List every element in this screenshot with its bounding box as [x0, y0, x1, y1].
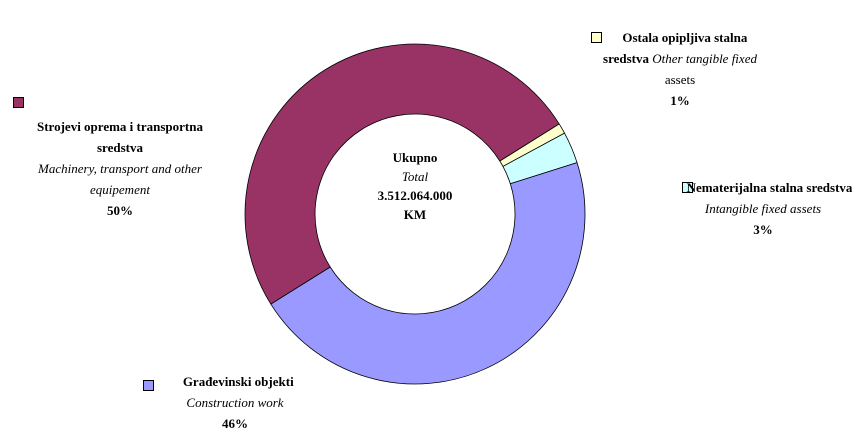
label-value: 50%	[107, 203, 133, 218]
label: Nematerijalna stalna sredstva Intangible…	[668, 177, 856, 240]
donut-segment	[270, 162, 586, 385]
label-english: Other tangible fixed	[652, 51, 757, 66]
label-name: Građevinski objekti	[182, 374, 294, 389]
legend-swatch	[682, 182, 693, 193]
label-english: Construction work	[186, 395, 284, 410]
label: Ostala opipljiva stalna sredstva Other t…	[590, 27, 770, 111]
center-total: 3.512.064.000 KM	[377, 188, 453, 222]
label-english-tail: assets	[664, 72, 696, 87]
center-subtitle: Total	[401, 169, 429, 184]
center-title: Ukupno	[392, 150, 438, 165]
label: Strojevi oprema i transportna sredstva M…	[30, 116, 210, 221]
label-name: Strojevi oprema i transportna sredstva	[37, 119, 203, 155]
label-value: 3%	[753, 222, 773, 237]
center-label: Ukupno Total 3.512.064.000 KM	[365, 148, 465, 224]
legend-swatch	[143, 380, 154, 391]
label-value: 46%	[222, 416, 248, 431]
legend-swatch	[591, 32, 602, 43]
donut-segment	[244, 43, 560, 305]
label-english: Machinery, transport and other equipemen…	[38, 161, 202, 197]
label-name: Nematerijalna stalna sredstva	[686, 180, 853, 195]
legend-swatch	[13, 97, 24, 108]
label-name: Ostala opipljiva stalna sredstva	[603, 30, 748, 66]
label: Građevinski objekti Construction work 46…	[150, 371, 320, 434]
label-value: 1%	[670, 93, 690, 108]
label-english: Intangible fixed assets	[704, 201, 822, 216]
